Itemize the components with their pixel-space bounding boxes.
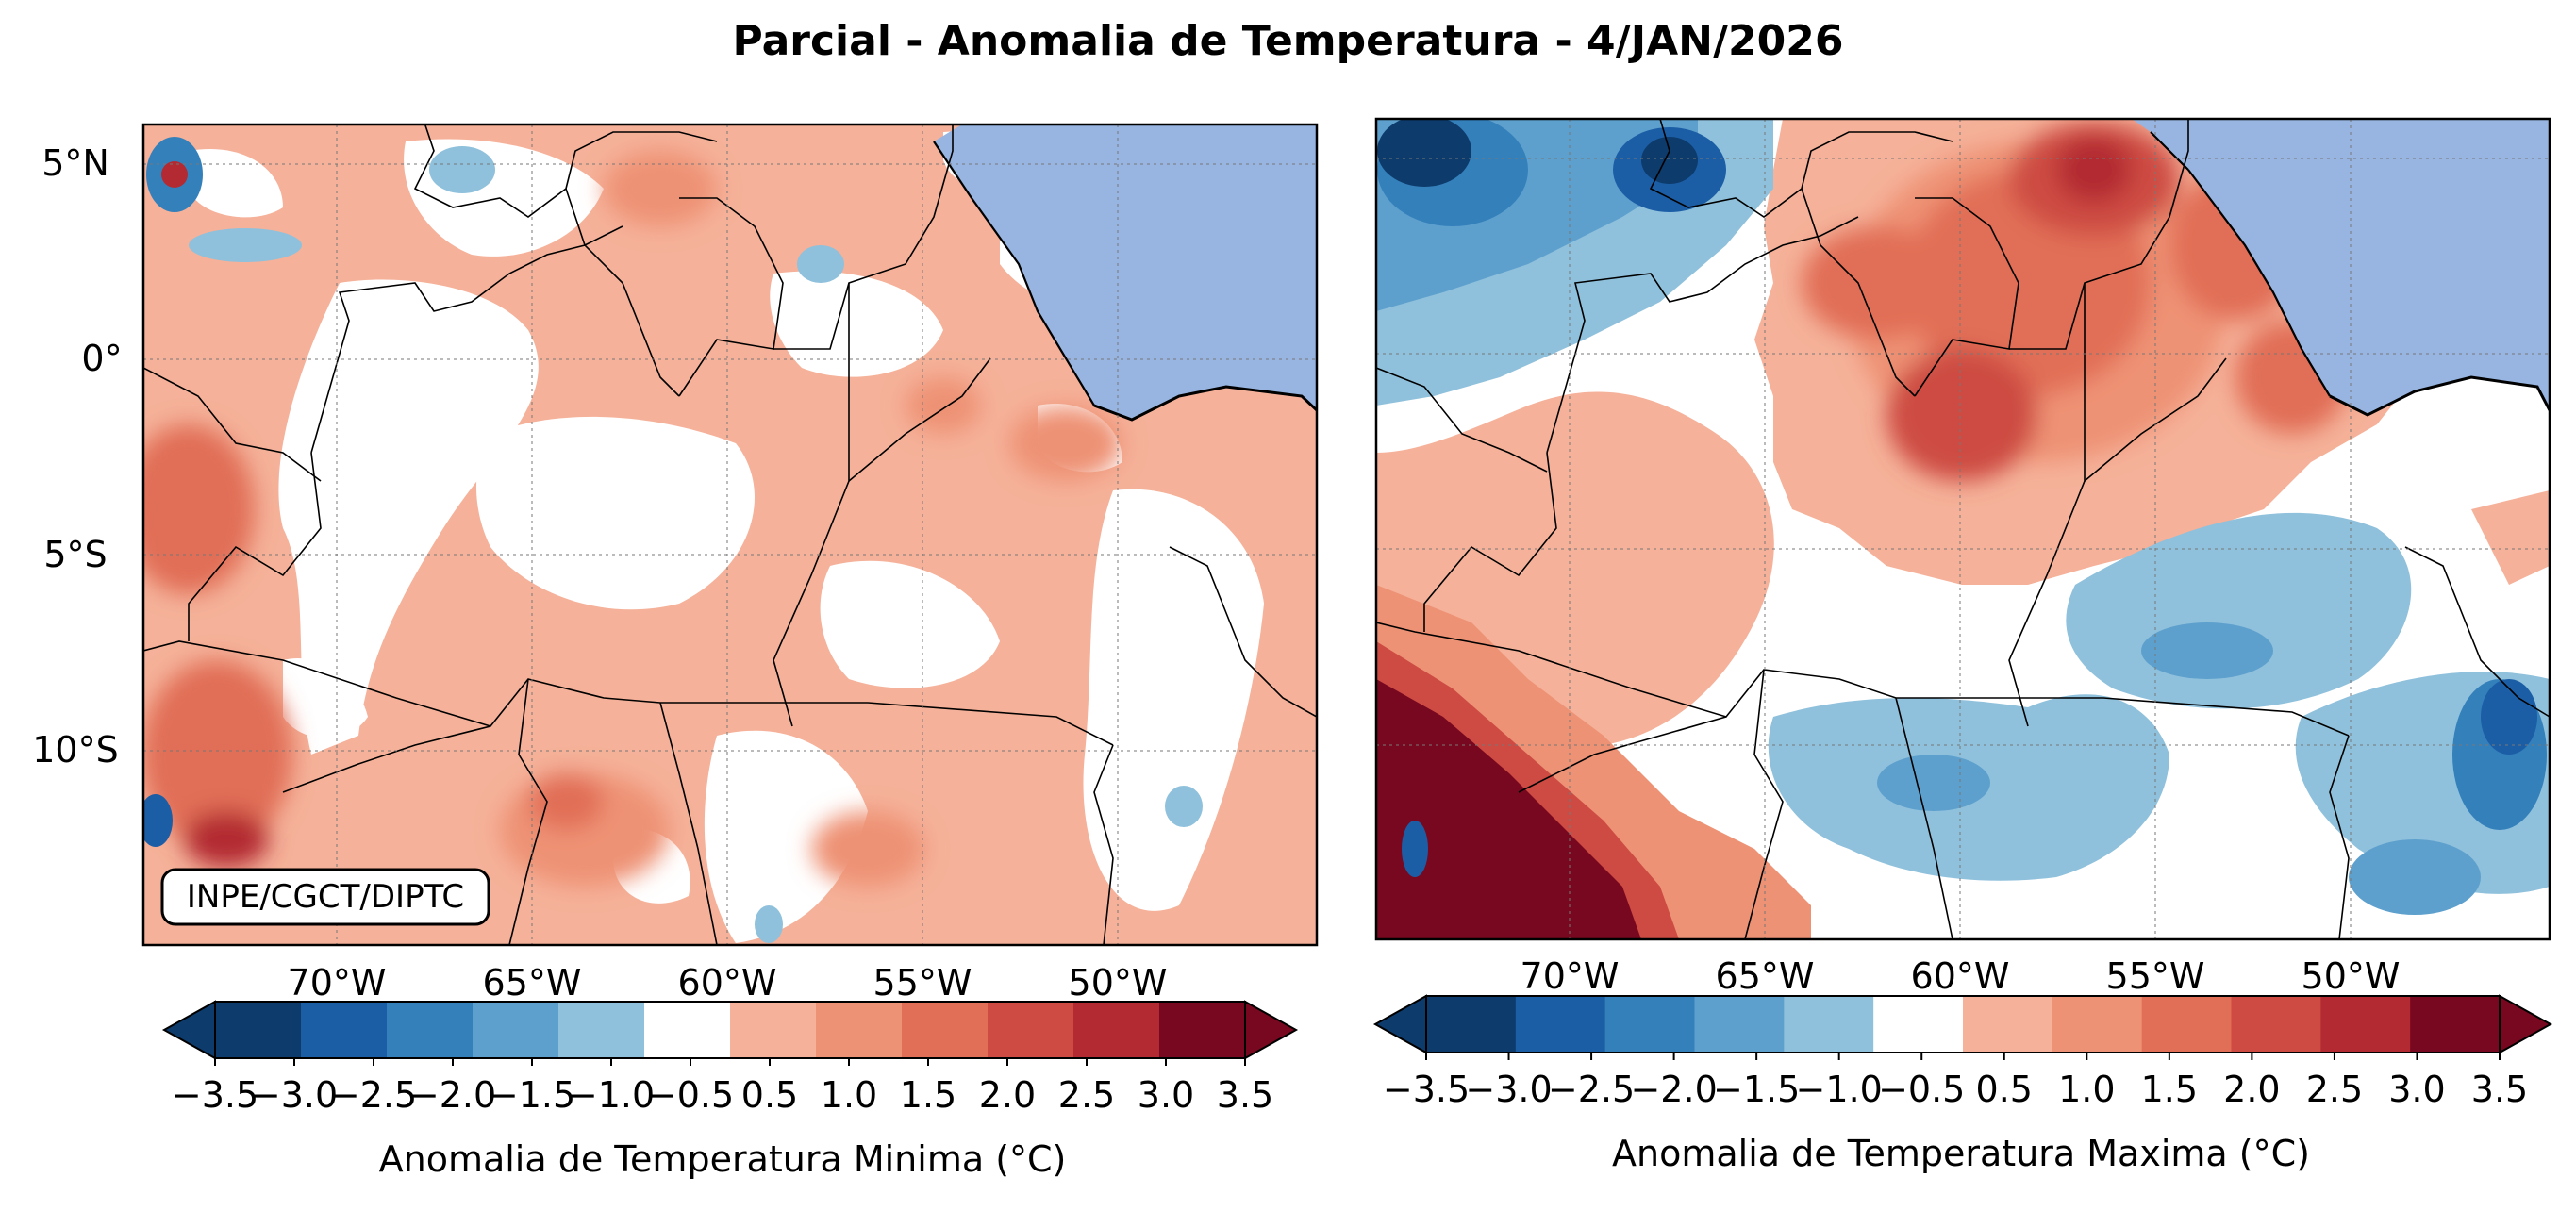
map-minima-borders	[143, 124, 1317, 945]
colorbar-maxima-tick-label: 1.0	[2058, 1069, 2115, 1110]
colorbar-minima-swatch	[387, 1002, 474, 1058]
colorbar-minima-tick-label: −3.5	[172, 1074, 258, 1116]
colorbar-minima-swatch	[215, 1002, 302, 1058]
colorbar-maxima-swatch	[1963, 996, 2053, 1053]
colorbar-minima-title: Anomalia de Temperatura Minima (°C)	[379, 1138, 1067, 1180]
map-maxima-warm-southwest	[1376, 585, 1811, 939]
colorbar-maxima-swatch	[2231, 996, 2321, 1053]
colorbar-minima-tick-label: −2.5	[330, 1074, 417, 1116]
colorbar-minima: −3.5−3.0−2.5−2.0−1.5−1.0−0.5 0.5 1.0 1.5 2.0…	[161, 1000, 1299, 1116]
map-maxima-warm-north	[1376, 119, 2550, 749]
colorbar-maxima-swatch	[2410, 996, 2501, 1053]
colorbar-minima-tick-label: 3.0	[1138, 1074, 1194, 1116]
lon-label-50w: 50°W	[1069, 962, 1168, 1004]
lat-label-0: 0°	[81, 338, 122, 379]
colorbar-minima-tick-label: 1.5	[900, 1074, 956, 1116]
colorbar-maxima-tick-label: 2.0	[2223, 1069, 2280, 1110]
colorbar-minima-tick-label: 0.5	[741, 1074, 798, 1116]
lon-label-70w-right: 70°W	[1521, 955, 1620, 997]
colorbar-maxima-swatch	[1694, 996, 1785, 1053]
colorbar-minima-tick-label: 1.0	[821, 1074, 877, 1116]
lon-label-65w: 65°W	[483, 962, 582, 1004]
colorbar-maxima-swatch	[2052, 996, 2143, 1053]
colorbar-maxima-extend-high	[2499, 994, 2553, 1054]
colorbar-minima-extend-high	[1244, 1000, 1299, 1060]
colorbar-minima-tick-label: 2.0	[979, 1074, 1036, 1116]
colorbar-maxima-tick-label: −3.5	[1383, 1069, 1470, 1110]
colorbar-maxima-tick-label: −2.0	[1630, 1069, 1717, 1110]
colorbar-maxima-tick-label: −1.0	[1796, 1069, 1883, 1110]
colorbar-maxima-frame	[1425, 995, 2501, 1053]
colorbar-minima-tick-label: 3.5	[1217, 1074, 1273, 1116]
credit-text: INPE/CGCT/DIPTC	[187, 878, 464, 916]
map-maxima-borders	[1376, 119, 2550, 939]
colorbar-minima-swatch	[301, 1002, 388, 1058]
colorbar-maxima-tick-label: 2.5	[2306, 1069, 2363, 1110]
colorbar-maxima-tick-label: −1.5	[1713, 1069, 1800, 1110]
lon-label-50w-right: 50°W	[2302, 955, 2401, 997]
colorbar-maxima-swatch	[1426, 996, 1517, 1053]
colorbar-maxima-swatch	[1873, 996, 1964, 1053]
colorbar-maxima-swatch	[1784, 996, 1874, 1053]
map-maxima-ocean	[2132, 119, 2550, 415]
colorbar-maxima-tick-label: −3.0	[1465, 1069, 1552, 1110]
map-maxima-cool-northwest	[1376, 119, 1773, 877]
colorbar-maxima-swatch	[2320, 996, 2411, 1053]
colorbar-minima-frame	[214, 1001, 1246, 1059]
colorbar-minima-tick-label: 2.5	[1058, 1074, 1115, 1116]
colorbar-minima-swatch	[1073, 1002, 1160, 1058]
colorbar-maxima-swatch	[1515, 996, 1606, 1053]
map-minima-frame	[141, 123, 1319, 947]
figure-title: Parcial - Anomalia de Temperatura - 4/JA…	[732, 17, 1844, 65]
colorbar-minima-tick-label: −2.0	[409, 1074, 496, 1116]
colorbar-minima-tick-label: −0.5	[647, 1074, 734, 1116]
colorbar-maxima-swatch	[2141, 996, 2232, 1053]
map-minima: INPE/CGCT/DIPTC 5°N 0° 5°S 10°S 70°W 65°…	[32, 123, 1319, 1004]
map-maxima: 70°W 65°W 60°W 55°W 50°W	[1374, 117, 2551, 997]
map-minima-warm-cores	[143, 151, 1122, 887]
lat-label-5n: 5°N	[42, 142, 109, 184]
lon-label-60w: 60°W	[678, 962, 777, 1004]
colorbar-minima-swatch	[644, 1002, 731, 1058]
colorbar-maxima-tick-label: 3.0	[2388, 1069, 2445, 1110]
lon-label-55w: 55°W	[873, 962, 972, 1004]
colorbar-minima-swatch	[730, 1002, 817, 1058]
map-maxima-frame	[1374, 117, 2551, 941]
colorbar-minima-swatch	[558, 1002, 645, 1058]
lon-label-70w: 70°W	[288, 962, 387, 1004]
colorbar-minima-swatch	[1159, 1002, 1246, 1058]
lon-label-55w-right: 55°W	[2106, 955, 2205, 997]
colorbar-minima-extend-low	[161, 1000, 216, 1060]
lon-label-60w-right: 60°W	[1911, 955, 2010, 997]
colorbar-minima-tick-label: −1.5	[489, 1074, 575, 1116]
colorbar-maxima-tick-label: −2.5	[1548, 1069, 1635, 1110]
colorbar-minima-swatch	[902, 1002, 989, 1058]
map-minima-ocean	[934, 124, 1317, 420]
map-minima-cool-spots	[143, 137, 1203, 943]
colorbar-maxima-extend-low	[1372, 994, 1427, 1054]
credit-box: INPE/CGCT/DIPTC	[160, 868, 490, 926]
lon-label-65w-right: 65°W	[1716, 955, 1815, 997]
colorbar-minima-tick-label: −1.0	[568, 1074, 655, 1116]
map-maxima-cool-southeast	[1768, 512, 2550, 915]
colorbar-maxima-title: Anomalia de Temperatura Maxima (°C)	[1612, 1133, 2310, 1174]
colorbar-minima-swatch	[473, 1002, 559, 1058]
colorbar-maxima-swatch	[1604, 996, 1695, 1053]
colorbar-maxima-tick-label: −0.5	[1878, 1069, 1965, 1110]
colorbar-minima-tick-label: −3.0	[251, 1074, 338, 1116]
lat-label-10s: 10°S	[32, 729, 118, 771]
lat-label-5s: 5°S	[43, 534, 107, 575]
colorbar-maxima-tick-label: 0.5	[1976, 1069, 2033, 1110]
map-maxima-gridlines	[1376, 119, 2550, 939]
colorbar-minima-swatch	[988, 1002, 1074, 1058]
colorbar-maxima-tick-label: 1.5	[2141, 1069, 2198, 1110]
colorbar-maxima-tick-label: 3.5	[2471, 1069, 2528, 1110]
map-minima-gridlines	[143, 124, 1317, 945]
colorbar-maxima: −3.5−3.0−2.5−2.0−1.5−1.0−0.5 0.5 1.0 1.5 2.0…	[1372, 994, 2553, 1110]
colorbar-minima-swatch	[816, 1002, 903, 1058]
